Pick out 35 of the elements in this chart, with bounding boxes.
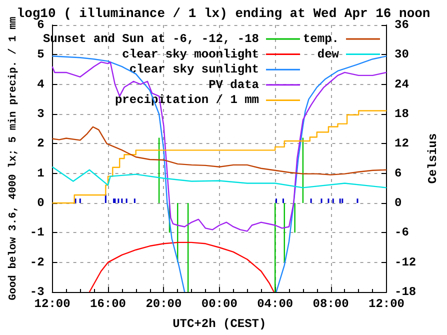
y2-tick-label: 36: [394, 18, 409, 32]
chart-title: log10 ( illuminance / 1 lx) ending at Wed Apr 16 noon: [16, 6, 430, 21]
x-tick-label: 16:00: [90, 297, 126, 311]
y-tick-label: 1: [37, 166, 44, 180]
y2-tick-label: 0: [394, 196, 402, 210]
y2-tick-label: -12: [394, 255, 416, 270]
y2-tick-label: -18: [394, 285, 416, 299]
y2-tick-label: 30: [394, 48, 409, 62]
legend-label: clear sky moonlight: [122, 47, 259, 62]
y-tick-label: 4: [37, 77, 44, 92]
x-tick-label: 00:00: [201, 297, 238, 311]
y2-tick-label: -6: [394, 226, 409, 240]
y2-tick-label: 6: [394, 166, 402, 180]
y-tick-label: 0: [37, 196, 44, 210]
x-tick-label: 12:00: [368, 297, 405, 311]
legend-label: clear sky sunlight: [129, 62, 259, 77]
y2-axis-title: Celsius: [426, 133, 440, 184]
y-tick-label: -1: [30, 226, 44, 240]
x-tick-label: 12:00: [34, 297, 70, 311]
x-axis-title: UTC+2h (CEST): [172, 317, 266, 331]
y-tick-label: -3: [30, 285, 44, 299]
y-tick-label: 3: [37, 107, 44, 121]
x-tick-label: 08:00: [312, 297, 349, 311]
y2-tick-label: 24: [394, 77, 409, 92]
x-tick-label: 04:00: [257, 297, 294, 311]
x-tick-label: 20:00: [146, 297, 182, 311]
y-tick-label: -2: [30, 255, 44, 270]
legend-label: PV data: [208, 78, 259, 92]
y-axis-title: Good below 3.6, 4000 lx; 5 min precip. / 1 mm: [8, 16, 20, 300]
y-tick-label: 5: [37, 48, 44, 62]
legend-label: temp.: [302, 32, 339, 46]
legend-label: dew: [317, 47, 340, 62]
y-tick-label: 2: [37, 136, 44, 151]
y2-tick-label: 12: [394, 136, 409, 151]
y2-tick-label: 18: [394, 107, 409, 121]
